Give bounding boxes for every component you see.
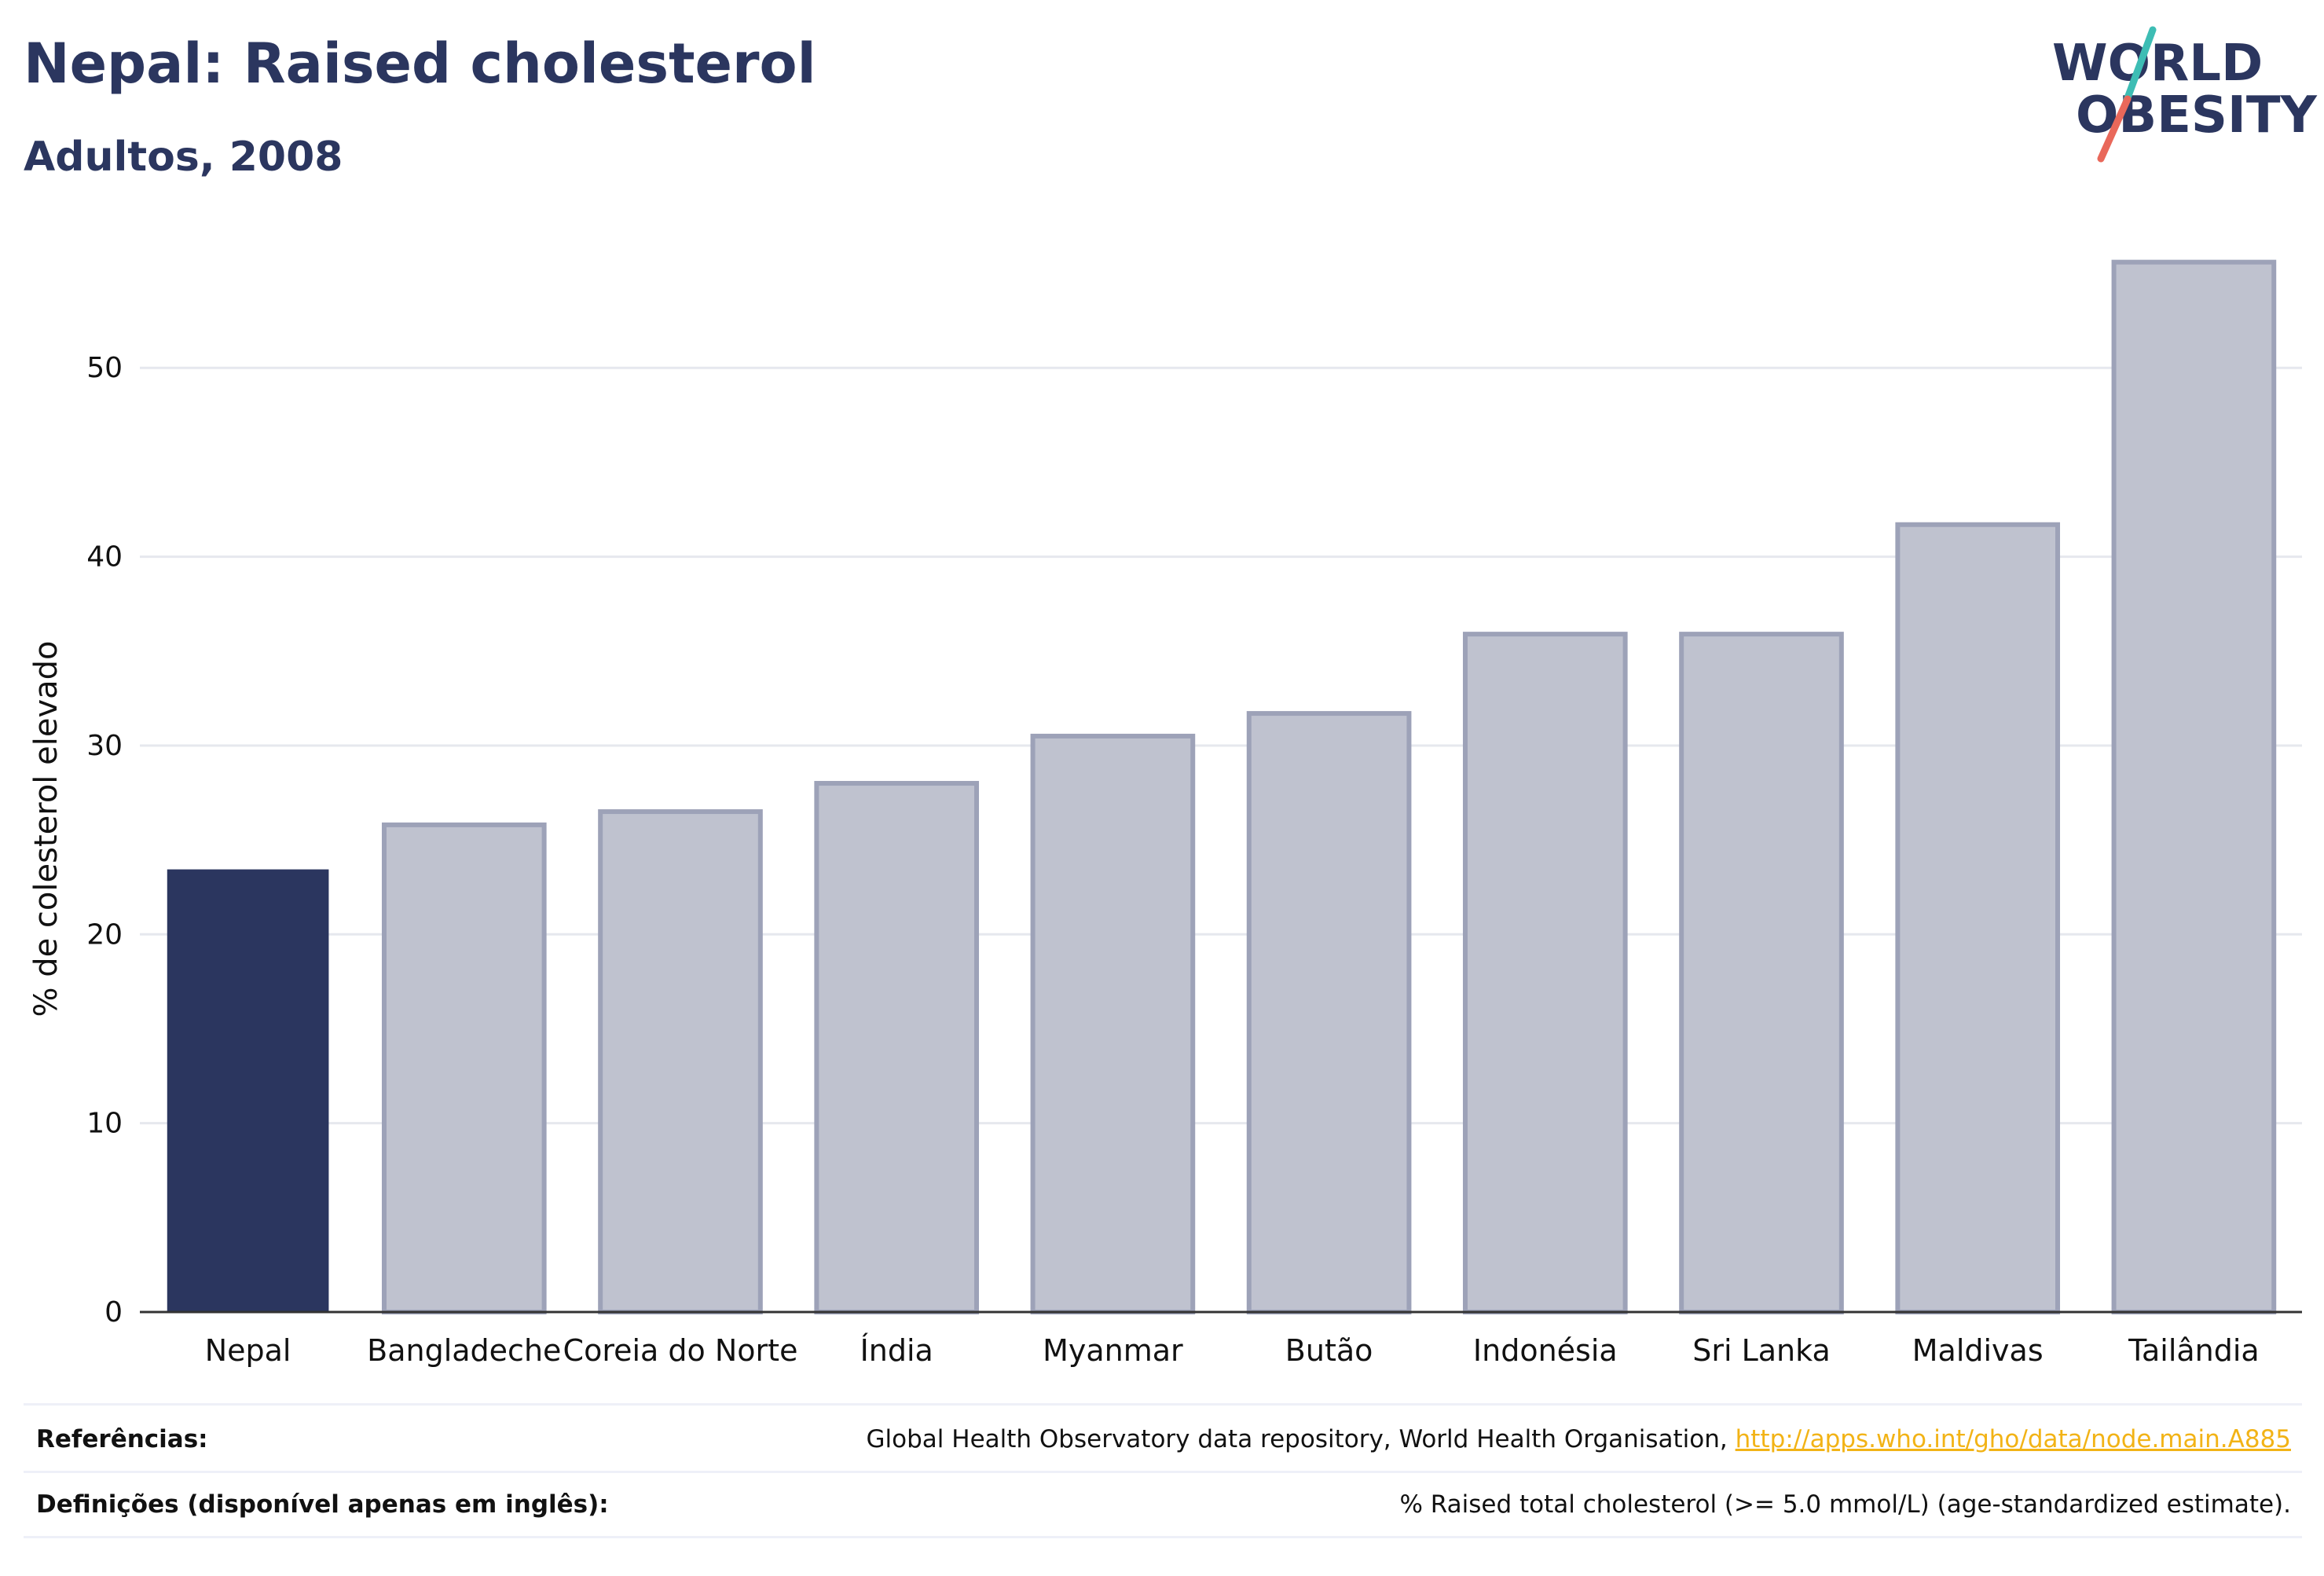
y-tick-label: 0 bbox=[104, 1296, 123, 1329]
y-tick-label: 20 bbox=[86, 918, 123, 951]
bar bbox=[814, 781, 980, 1314]
logo-line-2: OBESITY bbox=[2076, 86, 2317, 145]
x-tick-label: Nepal bbox=[205, 1333, 291, 1368]
x-tick-label: Índia bbox=[860, 1333, 933, 1368]
x-tick-label: Tailândia bbox=[2128, 1333, 2260, 1368]
y-tick-label: 40 bbox=[86, 541, 123, 574]
y-tick-label: 10 bbox=[86, 1108, 123, 1140]
y-tick-label: 50 bbox=[86, 352, 123, 384]
logo-slash-coral bbox=[2097, 95, 2132, 163]
bar bbox=[1246, 711, 1412, 1314]
x-tick-label: Myanmar bbox=[1043, 1333, 1183, 1368]
bar bbox=[2111, 259, 2277, 1314]
bar bbox=[1462, 632, 1628, 1314]
logo-slash-teal bbox=[2122, 26, 2157, 106]
y-axis-title: % de colesterol elevado bbox=[28, 640, 64, 1017]
axis-labels: 0 10 20 30 40 50 Nepal Bangladeche Coreia do Nor… bbox=[86, 352, 2260, 1368]
x-tick-label: Coreia do Norte bbox=[563, 1333, 798, 1368]
references-link[interactable]: http://apps.who.int/gho/data/node.main.A… bbox=[1735, 1425, 2291, 1453]
bar bbox=[1895, 522, 2061, 1314]
bar bbox=[1679, 632, 1844, 1314]
references-text: Global Health Observatory data repositor… bbox=[866, 1425, 1736, 1453]
references-label: Referências: bbox=[36, 1425, 208, 1453]
bars bbox=[167, 259, 2277, 1315]
x-tick-label: Butão bbox=[1285, 1333, 1373, 1368]
bar-chart: 0 10 20 30 40 50 Nepal Bangladeche Coreia do Nor… bbox=[28, 259, 2302, 1368]
x-tick-label: Maldivas bbox=[1912, 1333, 2044, 1368]
footer-definitions-row: Definições (disponível apenas em inglês)… bbox=[24, 1473, 2302, 1538]
bar bbox=[1030, 733, 1196, 1314]
footer-references-row: Referências: Global Health Observatory d… bbox=[24, 1408, 2302, 1473]
x-tick-label: Sri Lanka bbox=[1692, 1333, 1831, 1368]
x-tick-label: Indonésia bbox=[1473, 1333, 1618, 1368]
bar bbox=[167, 869, 329, 1314]
chart-subtitle: Adultos, 2008 bbox=[24, 134, 343, 181]
references-value: Global Health Observatory data repositor… bbox=[867, 1425, 2302, 1453]
y-tick-label: 30 bbox=[86, 730, 123, 762]
definitions-text: % Raised total cholesterol (>= 5.0 mmol/… bbox=[1399, 1490, 2291, 1519]
x-tick-label: Bangladeche bbox=[367, 1333, 561, 1368]
definitions-label: Definições (disponível apenas em inglês)… bbox=[36, 1490, 609, 1519]
footer-divider bbox=[24, 1403, 2302, 1406]
world-obesity-logo: WORLD OBESITY bbox=[2052, 26, 2317, 163]
logo-line-1: WORLD bbox=[2052, 35, 2263, 93]
chart-title: Nepal: Raised cholesterol bbox=[24, 31, 816, 96]
bar bbox=[381, 822, 547, 1315]
bar bbox=[598, 809, 763, 1314]
